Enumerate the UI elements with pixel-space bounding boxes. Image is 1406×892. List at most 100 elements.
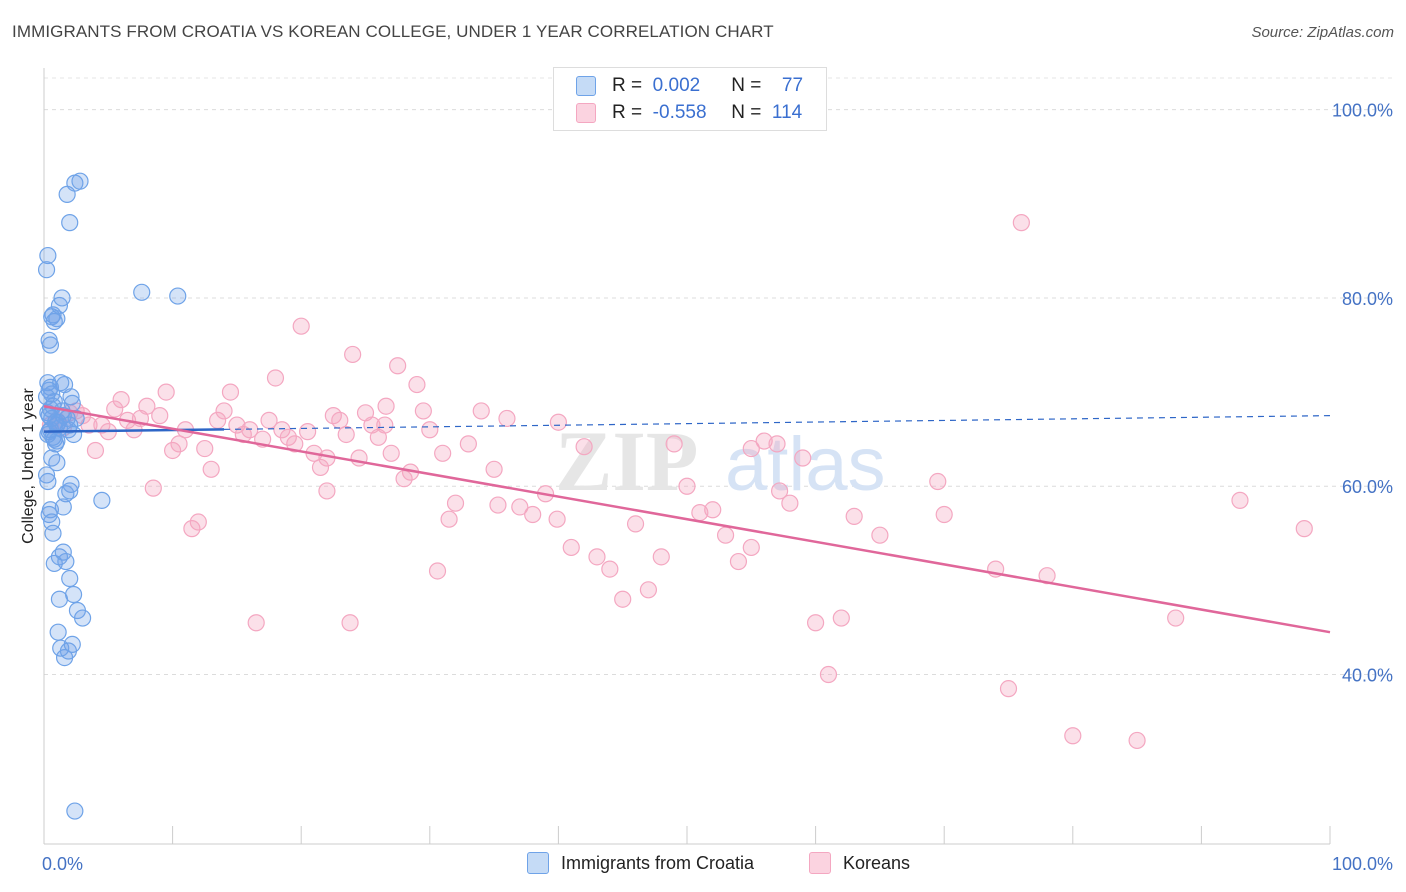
x-tick-label: 100.0% <box>1332 854 1393 874</box>
korean-point <box>377 397 395 415</box>
korean-point <box>1128 731 1146 750</box>
y-tick-label: 80.0% <box>1342 289 1393 309</box>
korean-point <box>292 317 310 335</box>
croatia-point <box>37 261 56 279</box>
korean-point <box>472 402 490 420</box>
korean-point <box>781 494 799 512</box>
korean-point <box>678 477 696 495</box>
korean-point <box>86 441 105 460</box>
chart-source: Source: ZipAtlas.com <box>1251 24 1394 41</box>
croatia-point <box>48 310 66 328</box>
korean-point <box>498 409 516 428</box>
korean-point <box>742 538 760 557</box>
y-tick-label: 60.0% <box>1342 477 1393 497</box>
croatia-point <box>44 524 62 542</box>
korean-point <box>337 425 355 444</box>
croatia-point <box>46 435 65 453</box>
korean-point <box>434 444 452 462</box>
korean-point <box>935 505 953 524</box>
korean-point <box>549 413 568 431</box>
korean-point <box>389 357 407 375</box>
korean-point <box>189 513 207 531</box>
korean-point <box>247 614 265 632</box>
korean-point <box>221 383 240 401</box>
korean-point <box>106 400 124 418</box>
korean-point <box>138 397 156 415</box>
korean-point <box>112 391 130 409</box>
croatia-point <box>49 623 67 641</box>
croatia-point <box>37 466 56 484</box>
korean-point <box>1295 520 1313 538</box>
croatia-point <box>71 172 89 190</box>
x-tick-label: 0.0% <box>42 854 83 874</box>
y-tick-label: 40.0% <box>1342 666 1393 686</box>
korean-point <box>806 614 825 632</box>
croatia-point <box>41 336 60 354</box>
croatia-point <box>57 552 75 571</box>
trend-lines <box>43 404 1331 634</box>
korean-point <box>704 501 722 519</box>
croatia-point <box>48 454 66 472</box>
croatia-point <box>52 374 70 392</box>
korean-point <box>485 460 503 478</box>
korean-point <box>421 421 439 439</box>
croatia-point <box>73 609 92 627</box>
korean-point <box>511 498 529 516</box>
korean-point <box>157 383 175 401</box>
korean-point <box>562 538 580 557</box>
croatia-point <box>93 491 111 509</box>
korean-point <box>626 515 645 533</box>
korean-point <box>1231 491 1249 509</box>
croatia-trend-line <box>43 428 225 433</box>
korean-point <box>665 435 683 453</box>
korean-point <box>318 482 336 500</box>
korean-point <box>716 526 735 544</box>
croatia-swatch <box>527 852 549 874</box>
korean-point <box>164 441 182 460</box>
korean-point <box>588 548 606 566</box>
korean-point <box>1064 727 1082 745</box>
croatia-point <box>61 214 79 232</box>
korean-point <box>144 479 162 497</box>
korean-point <box>614 590 632 608</box>
korean-point <box>845 507 863 525</box>
korean-point <box>428 562 447 580</box>
korean-point <box>311 458 330 477</box>
croatia-point <box>39 246 57 265</box>
koreans-trend-line <box>43 404 1331 634</box>
croatia-point <box>45 312 63 331</box>
korean-point <box>215 402 233 420</box>
korean-point <box>279 428 297 446</box>
korean-point <box>170 435 188 453</box>
korean-point <box>929 472 947 491</box>
legend-r-label: R = <box>612 102 643 123</box>
legend-n-value: 114 <box>771 102 803 123</box>
croatia-point <box>64 425 83 444</box>
korean-point <box>376 416 394 434</box>
croatia-point <box>61 569 79 588</box>
koreans-swatch <box>809 852 831 874</box>
legend-label-croatia: Immigrants from Croatia <box>561 852 755 873</box>
watermark-zip: ZIP <box>555 413 698 509</box>
croatia-point <box>133 283 151 301</box>
legend-row-koreans: R = -0.558 N = 114 <box>576 100 802 126</box>
korean-point <box>999 680 1018 698</box>
legend-n-value: 77 <box>781 75 804 96</box>
korean-point <box>202 460 220 478</box>
korean-point <box>459 435 477 453</box>
tick-labels: 40.0% 60.0% 80.0% 100.0% 0.0% 100.0% <box>42 101 1393 874</box>
croatia-point <box>61 482 79 500</box>
legend-row-croatia: R = 0.002 N = 77 <box>576 73 803 99</box>
korean-point <box>652 548 670 566</box>
korean-point <box>414 402 432 420</box>
legend-r-value: 0.002 <box>652 75 701 96</box>
korean-point <box>871 526 889 544</box>
watermark-atlas: atlas <box>725 422 886 507</box>
y-axis-label: College, Under 1 year <box>20 388 37 544</box>
croatia-point <box>48 432 66 450</box>
croatia-points <box>37 172 187 820</box>
croatia-point <box>53 289 71 307</box>
croatia-point <box>50 590 69 608</box>
grid-lines <box>44 77 1392 676</box>
